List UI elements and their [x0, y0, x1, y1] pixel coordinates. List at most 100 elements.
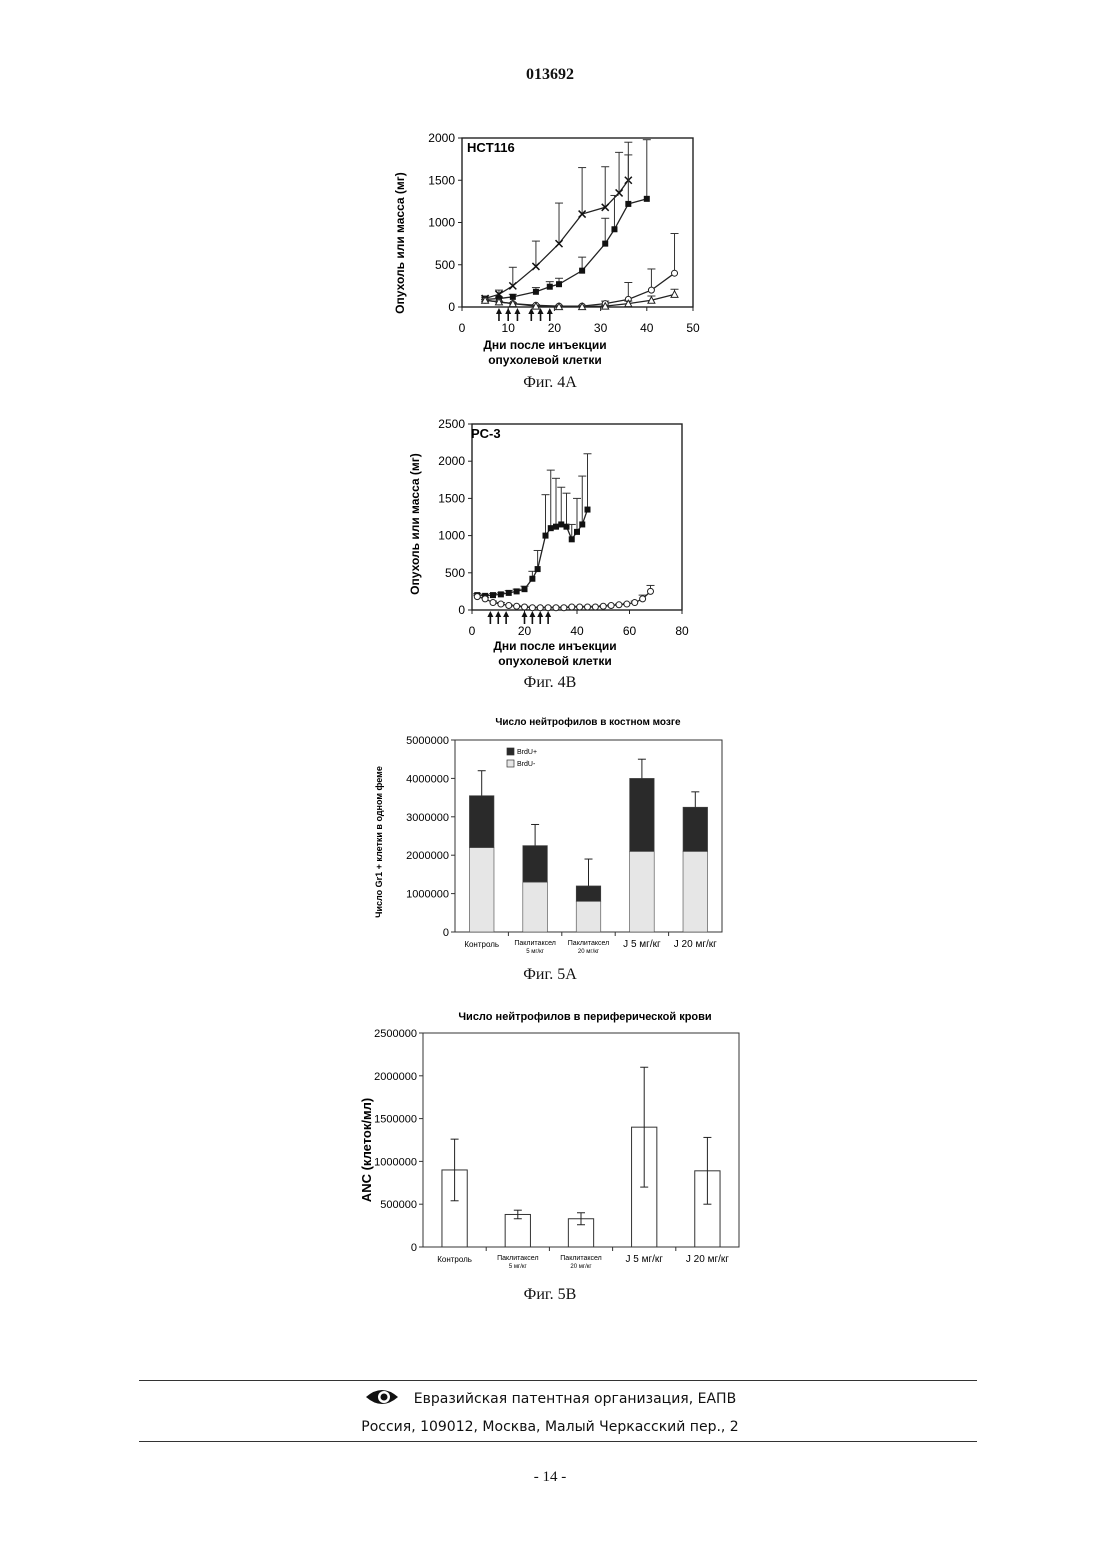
y-tick-label: 2000 — [428, 131, 455, 145]
x-tick-label: 40 — [570, 624, 584, 638]
data-point — [625, 201, 631, 207]
data-point — [608, 603, 614, 609]
figure-caption-4b: Фиг. 4B — [0, 674, 1100, 692]
data-point — [533, 289, 539, 295]
x-tick-label: 40 — [640, 321, 654, 335]
footer-top-rule — [139, 1380, 977, 1381]
y-tick-label: 1000 — [428, 216, 455, 230]
y-tick-label: 0 — [443, 927, 449, 939]
data-point — [569, 536, 575, 542]
x-tick-label: Контроль — [464, 940, 499, 949]
y-tick-label: 2000000 — [406, 850, 449, 862]
chart-5a-title: Число нейтрофилов в костном мозге — [495, 716, 681, 728]
bar-brduplus — [630, 778, 655, 851]
chart-4b-x-label-line2: опухолевой клетки — [498, 654, 612, 668]
data-point — [640, 596, 646, 602]
data-point — [490, 592, 496, 598]
chart-5a-bone-marrow: Число нейтрофилов в костном мозге Число … — [370, 712, 740, 967]
y-tick-label: 5000000 — [406, 735, 449, 747]
figure-caption-5a: Фиг. 5A — [0, 966, 1100, 984]
legend-label: BrdU- — [517, 761, 536, 768]
dosing-arrow-head — [529, 611, 535, 617]
data-point — [585, 507, 591, 513]
data-point — [506, 603, 512, 609]
x-tick-label: Паклитаксел — [497, 1255, 538, 1262]
y-tick-label: 0 — [411, 1242, 417, 1254]
dosing-arrow-head — [547, 308, 553, 314]
data-point — [558, 521, 564, 527]
x-tick-label: 0 — [459, 321, 466, 335]
data-point — [514, 588, 520, 594]
chart-4b-pc3: 05001000150020002500020406080 Опухоль ил… — [395, 414, 715, 674]
dosing-arrow-head — [545, 611, 551, 617]
y-tick-label: 500 — [435, 258, 455, 272]
bar-brduminus — [469, 848, 494, 932]
chart-4a-x-label-line2: опухолевой клетки — [488, 353, 602, 367]
data-point — [510, 294, 516, 300]
data-point — [600, 603, 606, 609]
x-tick-label: 20 — [518, 624, 532, 638]
y-tick-label: 2500000 — [374, 1028, 417, 1040]
data-point — [522, 604, 528, 610]
dosing-arrow-head — [505, 308, 511, 314]
dosing-arrow-head — [514, 308, 520, 314]
data-point — [548, 525, 554, 531]
data-point — [648, 588, 654, 594]
dosing-arrow-head — [496, 308, 502, 314]
dosing-arrow-head — [503, 611, 509, 617]
data-point — [547, 284, 553, 290]
x-tick-label-sub: 5 мг/кг — [526, 949, 545, 955]
data-point — [585, 604, 591, 610]
data-point — [545, 605, 551, 611]
y-tick-label: 3000000 — [406, 812, 449, 824]
x-tick-label: Паклитаксел — [568, 940, 609, 947]
figure-caption-4a: Фиг. 4A — [0, 374, 1100, 392]
y-tick-label: 4000000 — [406, 773, 449, 785]
data-point — [592, 604, 598, 610]
plot-frame — [462, 138, 693, 307]
bar-brduplus — [683, 807, 708, 851]
data-point — [482, 596, 488, 602]
y-tick-label: 0 — [448, 300, 455, 314]
x-tick-label-sub: 20 мг/кг — [570, 1264, 592, 1270]
legend-label: BrdU+ — [517, 749, 537, 756]
series-line-1 — [485, 199, 647, 300]
y-tick-label: 1500000 — [374, 1114, 417, 1126]
chart-5b-peripheral-blood: Число нейтрофилов в периферической крови… — [355, 1005, 740, 1287]
data-point — [529, 605, 535, 611]
y-tick-label: 1000000 — [374, 1156, 417, 1168]
y-tick-label: 2500 — [438, 417, 465, 431]
y-tick-label: 1500 — [428, 173, 455, 187]
x-tick-label: Контроль — [437, 1255, 472, 1264]
bar-brduplus — [523, 846, 548, 882]
data-point — [535, 566, 541, 572]
data-point — [616, 602, 622, 608]
chart-4b-x-label-line1: Дни после инъекции — [493, 639, 616, 653]
data-point — [611, 226, 617, 232]
data-point — [569, 604, 575, 610]
data-point — [537, 605, 543, 611]
chart-4a-title: HCT116 — [467, 140, 515, 155]
y-tick-label: 1500 — [438, 491, 465, 505]
x-tick-label: J 20 мг/кг — [674, 939, 717, 950]
data-point — [553, 605, 559, 611]
bar-brduminus — [630, 851, 655, 932]
y-tick-label: 1000000 — [406, 889, 449, 901]
dosing-arrow-head — [537, 611, 543, 617]
data-point — [522, 586, 528, 592]
x-tick-label: 50 — [686, 321, 700, 335]
data-point — [648, 287, 654, 293]
data-point — [556, 281, 562, 287]
footer-org-name: Евразийская патентная организация, ЕАПВ — [414, 1391, 736, 1407]
x-tick-label: Паклитаксел — [560, 1255, 601, 1262]
chart-4a-y-label: Опухоль или масса (мг) — [393, 172, 407, 314]
data-point — [632, 600, 638, 606]
y-tick-label: 1000 — [438, 529, 465, 543]
legend-swatch — [507, 760, 514, 767]
figure-caption-5b: Фиг. 5B — [0, 1286, 1100, 1304]
x-tick-label: 0 — [469, 624, 476, 638]
data-point — [672, 270, 678, 276]
footer-address: Россия, 109012, Москва, Малый Черкасский… — [0, 1419, 1100, 1435]
page-number: - 14 - — [0, 1469, 1100, 1486]
x-tick-label: 80 — [675, 624, 689, 638]
